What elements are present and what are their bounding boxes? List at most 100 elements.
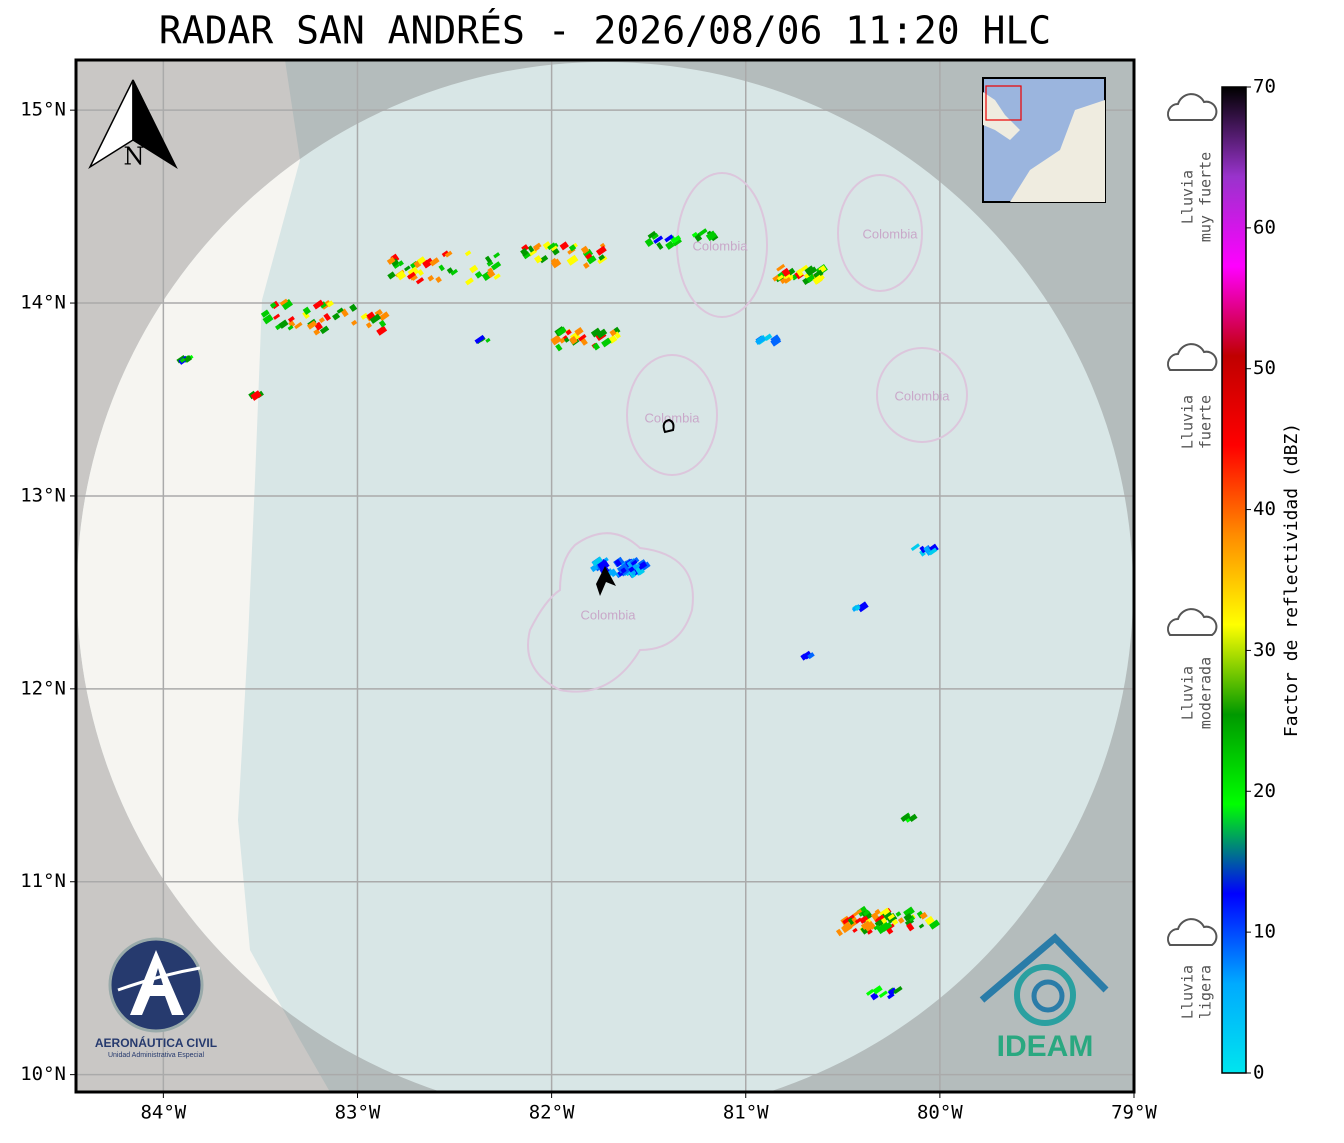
echo [800, 264, 809, 273]
echo [781, 267, 791, 277]
echo [559, 241, 569, 251]
echo [287, 325, 294, 331]
echo [465, 277, 474, 286]
echo [302, 306, 311, 315]
echo [910, 543, 920, 552]
echo [591, 556, 603, 567]
echo [313, 328, 321, 336]
x-tick-label: 84°W [140, 1102, 186, 1124]
echo [287, 315, 295, 323]
echo [360, 312, 369, 320]
echo [250, 390, 262, 401]
echo [908, 915, 916, 922]
ideam-logo: IDEAM [979, 933, 1109, 1063]
x-tick-label: 82°W [529, 1102, 575, 1124]
echo [783, 276, 792, 284]
echo [577, 333, 587, 342]
echo [697, 228, 708, 237]
echo [569, 335, 578, 345]
north-label: N [124, 143, 145, 171]
echo [278, 319, 289, 329]
island [662, 418, 675, 434]
echo [302, 310, 310, 319]
echo [326, 300, 334, 308]
echo [534, 255, 543, 264]
echo [919, 549, 926, 557]
place-label: Colombia [645, 410, 701, 425]
echo [895, 911, 902, 917]
echo [620, 567, 627, 574]
echo [903, 913, 913, 922]
colorbar-tick-label: 10 [1253, 921, 1276, 943]
echo [469, 264, 479, 274]
colorbar-tick-label: 0 [1253, 1062, 1264, 1084]
intensity-label: moderada [1197, 657, 1215, 729]
title: RADAR SAN ANDRÉS - 2026/08/06 11:20 HLC [159, 9, 1051, 53]
echo [672, 238, 682, 247]
echo [647, 230, 657, 239]
echo [919, 911, 928, 920]
echo [273, 313, 281, 320]
echo [644, 237, 654, 248]
echo [369, 313, 382, 324]
echo [856, 905, 869, 917]
intensity-label: Lluvia [1179, 170, 1197, 224]
echo [574, 326, 584, 336]
echo [349, 303, 358, 312]
echo [366, 311, 376, 321]
echo [565, 329, 572, 336]
echo [906, 922, 915, 932]
echo [924, 915, 935, 926]
radar-echoes [176, 228, 941, 1001]
logo-name: IDEAM [997, 1030, 1094, 1063]
colorbar-ticks: 0 10 20 30 40 50 60 70 [1246, 76, 1276, 1084]
echo [883, 911, 893, 921]
echo [336, 307, 344, 314]
echo [800, 650, 812, 660]
intensity-label: ligera [1197, 965, 1215, 1019]
echo [444, 250, 453, 258]
echo [319, 325, 330, 335]
echo [891, 918, 899, 926]
echo [859, 915, 869, 924]
echo [376, 325, 388, 336]
echo [550, 244, 558, 252]
echo [665, 240, 675, 250]
inset-map [982, 77, 1106, 203]
echo [897, 917, 905, 924]
place-label: Colombia [895, 388, 951, 403]
echo [547, 242, 556, 251]
echo [881, 921, 893, 932]
echo [592, 342, 601, 351]
echo [474, 334, 486, 344]
echo [262, 313, 274, 325]
radar-site [596, 566, 616, 596]
echo [893, 985, 903, 994]
echo [804, 265, 815, 275]
echo [493, 273, 501, 280]
echo [528, 249, 538, 257]
echo [600, 561, 609, 569]
echo [319, 301, 327, 309]
colorbar-tick-label: 50 [1253, 357, 1276, 379]
echo [318, 317, 325, 324]
echo [474, 270, 483, 279]
echo [835, 928, 843, 937]
intensity-label: muy fuerte [1197, 152, 1215, 242]
place-labels: Colombia Colombia Colombia Colombia Colombia [581, 226, 951, 622]
echo [486, 269, 496, 279]
echo [580, 245, 590, 254]
echo [378, 311, 390, 322]
axis-ticks: 84°W 83°W 82°W 81°W 80°W 79°W 10°N 11°N 12°N 13°N… [20, 99, 1157, 1124]
echo [390, 258, 400, 267]
echo [691, 231, 698, 238]
echo [807, 652, 815, 660]
echo [427, 274, 435, 282]
map-frame [74, 58, 1136, 1094]
logo-name: AERONÁUTICA CIVIL [95, 1035, 217, 1050]
echo [796, 268, 804, 277]
echo [908, 813, 918, 823]
boundaries [527, 172, 968, 693]
echo [854, 917, 863, 924]
